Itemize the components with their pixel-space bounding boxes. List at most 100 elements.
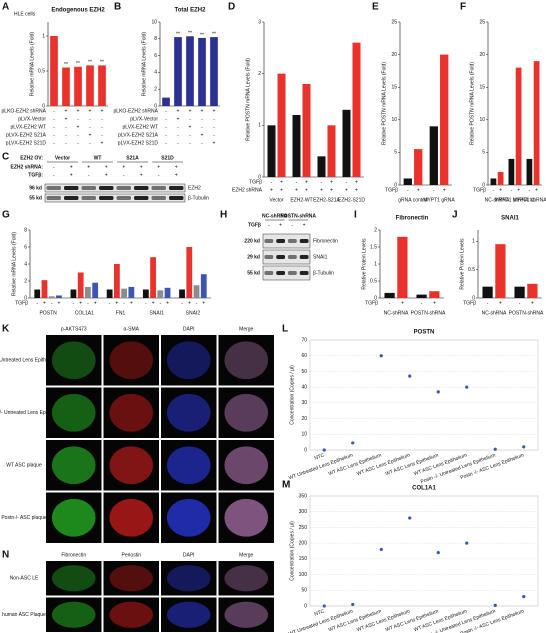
y-tick-label: 8 [24,227,27,233]
data-point [322,448,326,452]
condition-sign: + [201,132,204,138]
bar [327,125,336,177]
band [134,186,149,190]
micrograph [103,387,159,438]
group-label: S21D [161,155,174,161]
condition-sign: + [320,187,323,193]
significance: ** [64,62,68,68]
micrograph [218,335,274,386]
bar [490,178,497,185]
band-name: Fibronectin [313,238,338,244]
stain [51,498,96,537]
condition-sign: - [89,140,91,146]
sign: + [105,164,108,170]
panel-letter: F [460,2,466,13]
condition-sign: - [53,132,55,138]
y-tick-label: 6 [154,53,157,59]
band [276,271,285,275]
bar [317,156,326,177]
stain [166,446,211,485]
condition-label: pLVX-EZH2 S21A [6,132,47,138]
condition-sign: - [165,132,167,138]
bar [86,65,94,106]
panel-title: Endogenous EZH2 [51,8,105,14]
row-label: EZH2 shRNA: [10,164,43,170]
micrograph [46,561,102,596]
y-tick-label: 2 [154,87,157,93]
column-label: DAPI [183,326,195,332]
condition-sign: + [330,187,333,193]
bar [429,291,440,298]
micrograph [103,597,159,632]
condition-sign: - [77,140,79,146]
band [288,271,297,275]
y-tick-label: 2 [24,278,27,284]
condition-sign: + [201,108,204,114]
y-axis-label: Relative mRNA Levels (Fold) [29,32,35,97]
plot-area [309,339,539,451]
y-tick-label: 0 [42,103,45,109]
band [46,196,61,200]
band [99,196,114,200]
condition-sign: - [389,300,391,306]
y-tick-label: 0 [304,447,307,453]
condition-sign: + [295,187,298,193]
condition-sign: + [166,300,169,306]
data-point [522,445,526,449]
band [169,196,184,200]
group-label: S21A [126,155,139,161]
condition-sign: - [201,140,203,146]
condition-sign: - [433,187,435,193]
micrograph [218,597,274,632]
condition-sign: - [181,300,183,306]
group-header: EZH2 OV: [20,155,43,161]
x-tick-label: EZH2-WT [290,197,312,203]
bar [352,42,361,177]
bar [440,54,449,185]
bar [508,158,515,185]
micrograph [161,597,217,632]
x-tick-label: COL1A1 [75,310,94,316]
bar [397,236,408,298]
micrograph [103,561,159,596]
bar [292,115,301,177]
condition-sign: - [177,132,179,138]
condition-sign: - [53,108,55,114]
condition-sign: - [213,116,215,122]
column-label: α-SMA [124,326,140,332]
y-tick-label: 250 [299,525,308,531]
blot-strip [44,193,186,203]
band-size: 55 kd [29,195,42,201]
band-size: 220 kd [244,238,260,244]
y-tick-label: 4 [154,70,157,76]
condition-sign: + [355,187,358,193]
band [151,186,166,190]
y-tick-label: 10 [391,117,397,123]
data-point [465,385,469,389]
condition-sign: + [305,179,308,185]
bar [56,295,62,298]
micrograph [103,335,159,386]
panel-letter: H [220,210,227,221]
y-tick-label: 1 [258,123,261,129]
condition-sign: + [499,187,502,193]
condition-sign: - [89,124,91,130]
condition-sign: - [77,132,79,138]
y-tick-label: 0.5 [370,278,377,284]
condition-sign: + [213,140,216,146]
y-axis-label: Relative mRNA Levels (Fold) [11,232,17,297]
condition-sign: - [487,300,489,306]
condition-sign: - [89,116,91,122]
bar [515,67,522,185]
condition-sign: - [201,124,203,130]
condition-sign: + [189,124,192,130]
condition-sign: + [330,179,333,185]
condition-sign: + [89,108,92,114]
condition-sign: + [270,187,273,193]
condition-sign: + [517,187,520,193]
band [299,271,309,275]
x-tick-label: POSTN [39,310,57,316]
x-tick-label: NTC [314,452,326,461]
y-tick-label: 150 [299,556,308,562]
